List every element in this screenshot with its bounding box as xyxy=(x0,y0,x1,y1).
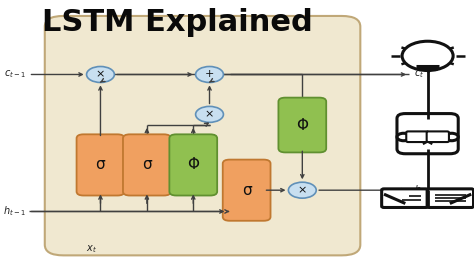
Circle shape xyxy=(288,182,316,198)
Text: $h_{t-1}$: $h_{t-1}$ xyxy=(3,205,26,218)
Text: ×: × xyxy=(205,109,214,119)
Circle shape xyxy=(445,133,458,141)
Text: σ: σ xyxy=(96,157,105,172)
FancyBboxPatch shape xyxy=(427,189,474,207)
FancyBboxPatch shape xyxy=(382,189,428,207)
Text: Φ: Φ xyxy=(187,157,199,172)
FancyBboxPatch shape xyxy=(123,134,171,196)
Text: $h_t$: $h_t$ xyxy=(414,183,425,197)
FancyBboxPatch shape xyxy=(169,134,217,196)
Text: σ: σ xyxy=(242,183,252,198)
FancyBboxPatch shape xyxy=(406,131,428,142)
Circle shape xyxy=(402,41,453,70)
FancyBboxPatch shape xyxy=(223,160,271,221)
Circle shape xyxy=(434,135,441,139)
FancyBboxPatch shape xyxy=(45,16,360,255)
Text: LSTM Explained: LSTM Explained xyxy=(42,8,312,37)
Circle shape xyxy=(196,66,223,82)
Text: ×: × xyxy=(298,185,307,195)
Text: $x_t$: $x_t$ xyxy=(86,243,97,255)
Circle shape xyxy=(196,106,223,122)
Text: $c_t$: $c_t$ xyxy=(414,69,424,80)
Text: ×: × xyxy=(96,69,105,80)
Text: σ: σ xyxy=(142,157,152,172)
Text: Φ: Φ xyxy=(296,118,308,132)
FancyBboxPatch shape xyxy=(77,134,124,196)
Text: +: + xyxy=(205,69,214,80)
Text: $c_{t-1}$: $c_{t-1}$ xyxy=(4,69,26,80)
FancyBboxPatch shape xyxy=(278,98,326,152)
FancyBboxPatch shape xyxy=(427,131,449,142)
Circle shape xyxy=(87,66,114,82)
Circle shape xyxy=(397,133,410,141)
Circle shape xyxy=(414,135,421,139)
FancyBboxPatch shape xyxy=(397,114,458,154)
